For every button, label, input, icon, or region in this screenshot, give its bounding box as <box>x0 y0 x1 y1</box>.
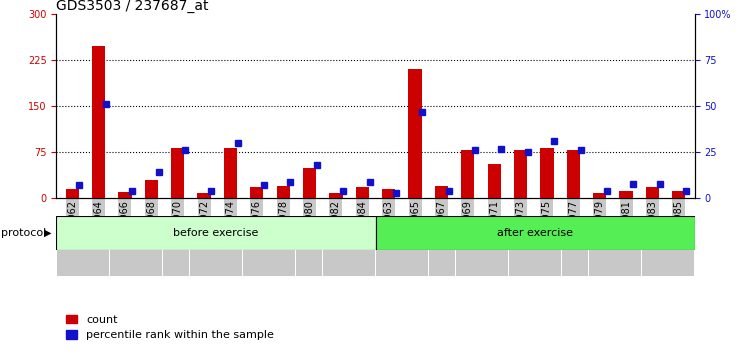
Bar <box>482 250 508 276</box>
Bar <box>642 250 668 276</box>
Bar <box>514 150 527 198</box>
Bar <box>56 250 83 276</box>
Bar <box>145 180 158 198</box>
Bar <box>403 250 428 276</box>
Bar <box>435 186 448 198</box>
Bar <box>303 167 316 198</box>
Bar <box>382 189 395 198</box>
Text: protocol: protocol <box>1 228 46 238</box>
Bar <box>270 250 295 276</box>
Bar <box>276 186 290 198</box>
Bar <box>615 250 641 276</box>
Bar <box>376 216 695 250</box>
Text: GDS3503 / 237687_at: GDS3503 / 237687_at <box>56 0 209 13</box>
Bar <box>137 250 162 276</box>
Bar <box>535 250 562 276</box>
Bar <box>243 250 269 276</box>
Bar <box>83 250 109 276</box>
Bar <box>429 250 455 276</box>
Bar <box>356 187 369 198</box>
Bar <box>224 148 237 198</box>
Bar <box>349 250 376 276</box>
Bar <box>593 193 606 198</box>
Bar <box>646 187 659 198</box>
Bar <box>487 165 501 198</box>
Bar <box>541 148 553 198</box>
Bar <box>409 69 421 198</box>
Bar <box>163 250 189 276</box>
Legend: count, percentile rank within the sample: count, percentile rank within the sample <box>62 310 279 345</box>
Text: ▶: ▶ <box>44 228 51 238</box>
Bar <box>567 150 580 198</box>
Bar <box>672 191 686 198</box>
Bar <box>461 150 475 198</box>
Bar <box>92 46 105 198</box>
Bar <box>198 193 210 198</box>
Bar <box>330 193 342 198</box>
Bar <box>56 216 376 250</box>
Bar <box>171 148 184 198</box>
Bar <box>508 250 535 276</box>
Bar <box>620 191 632 198</box>
Bar <box>562 250 588 276</box>
Bar <box>296 250 322 276</box>
Bar <box>250 187 264 198</box>
Bar <box>216 250 243 276</box>
Bar <box>110 250 136 276</box>
Bar <box>668 250 695 276</box>
Bar <box>323 250 348 276</box>
Bar <box>65 189 79 198</box>
Text: after exercise: after exercise <box>497 228 573 238</box>
Bar <box>589 250 614 276</box>
Bar <box>189 250 216 276</box>
Bar <box>456 250 481 276</box>
Bar <box>376 250 402 276</box>
Text: before exercise: before exercise <box>173 228 258 238</box>
Bar <box>119 192 131 198</box>
